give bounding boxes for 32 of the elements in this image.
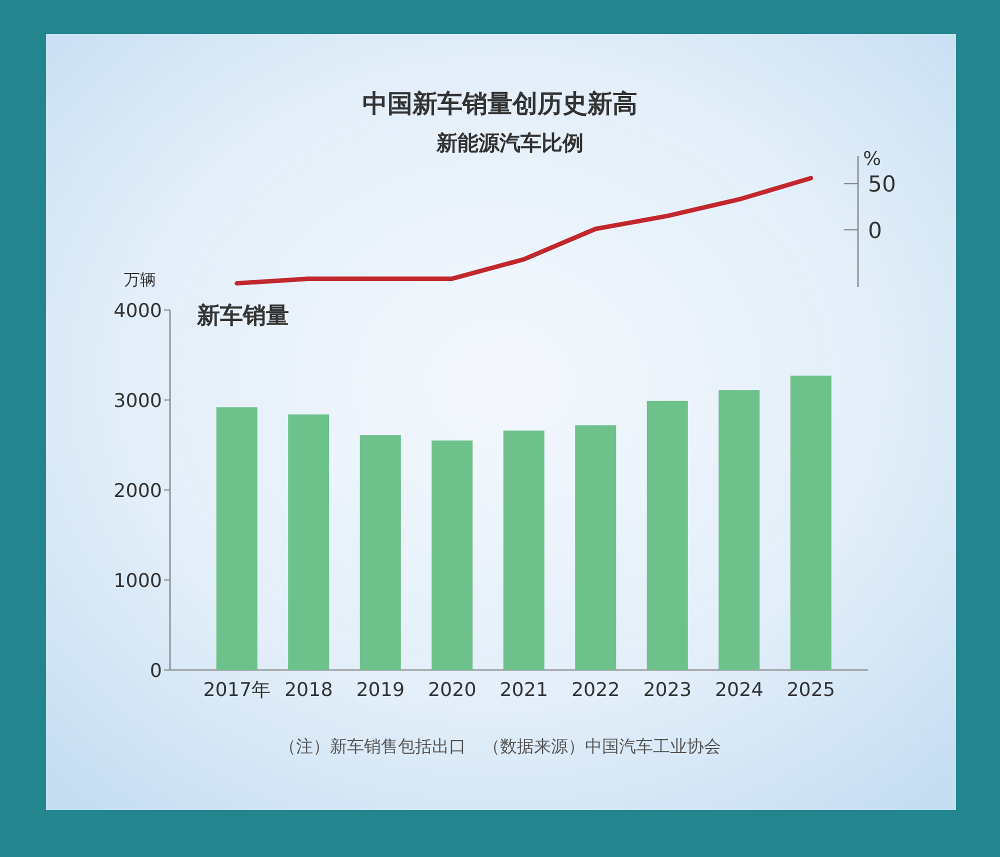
x-tick-label: 2023 — [643, 679, 692, 701]
bar — [432, 440, 473, 670]
bar — [288, 414, 330, 670]
bar — [646, 400, 688, 670]
bar — [790, 376, 832, 670]
text: （注）新车销售包括出口 （数据来源）中国汽车工业协会 — [279, 737, 721, 757]
x-tick-label: 2021 — [500, 679, 548, 701]
x-tick-label: 2019 — [356, 679, 405, 701]
text: 新能源汽车比例 — [436, 131, 584, 155]
bar — [216, 407, 258, 670]
bar — [718, 390, 760, 670]
x-tick-label: 2022 — [571, 679, 620, 701]
y-tick-label: 1000 — [114, 570, 162, 592]
y-tick-label: 50 — [868, 172, 896, 198]
y-tick-label: 3000 — [114, 390, 162, 412]
bar — [575, 425, 616, 670]
x-tick-label: 2017年 — [203, 679, 271, 701]
bar — [360, 435, 401, 670]
y-axis-title: % — [862, 148, 882, 170]
y-tick-label: 0 — [868, 218, 882, 244]
x-tick-label: 2020 — [428, 679, 476, 701]
x-tick-label: 2025 — [786, 679, 836, 701]
y-tick-label: 0 — [150, 660, 162, 682]
text: 新车销量 — [196, 302, 289, 329]
y-tick-label: 2000 — [114, 480, 162, 502]
y-axis-title: 万辆 — [124, 270, 156, 289]
y-tick-label: 4000 — [114, 300, 162, 322]
x-tick-label: 2024 — [714, 679, 764, 701]
line-series — [234, 176, 814, 286]
chart-title: 中国新车销量创历史新高 — [362, 89, 638, 118]
bar — [503, 430, 544, 670]
x-tick-label: 2018 — [284, 679, 333, 701]
